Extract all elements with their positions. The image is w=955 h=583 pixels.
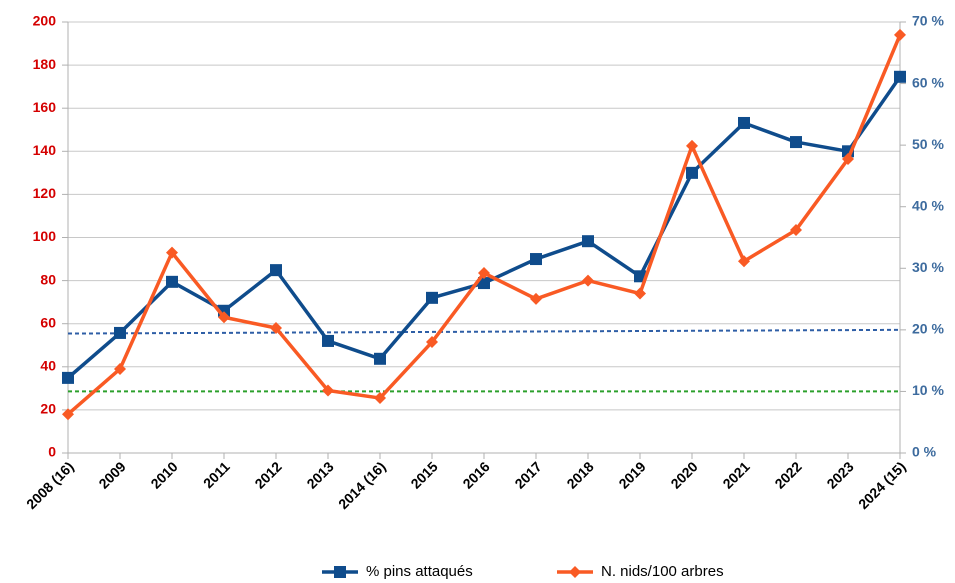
- x-tick-label: 2019: [615, 458, 648, 491]
- x-tick-label: 2024 (15): [855, 458, 909, 512]
- series-line: [66, 34, 902, 416]
- y-tick-label: 0: [48, 444, 56, 460]
- y2-tick-label: 0 %: [912, 444, 937, 460]
- y-tick-label: 20: [40, 401, 56, 417]
- y2-tick-label: 30 %: [912, 259, 944, 275]
- data-point: [582, 235, 594, 248]
- data-point: [686, 139, 698, 152]
- data-point: [686, 166, 698, 179]
- data-point: [426, 291, 438, 304]
- y-tick-label: 160: [33, 99, 57, 115]
- data-point: [270, 322, 282, 335]
- data-point: [478, 277, 490, 290]
- data-point: [166, 246, 178, 259]
- data-point: [478, 267, 490, 280]
- y-tick-label: 180: [33, 56, 57, 72]
- y2-tick-label: 50 %: [912, 136, 944, 152]
- x-tick-label: 2018: [563, 458, 596, 491]
- reference-line: [67, 328, 901, 335]
- y2-tick-label: 20 %: [912, 321, 944, 337]
- y-tick-label: 80: [40, 271, 56, 287]
- x-tick-label: 2008 (16): [23, 458, 77, 512]
- y2-tick-label: 60 %: [912, 74, 944, 90]
- data-point: [530, 292, 542, 305]
- data-point: [738, 116, 750, 129]
- data-point: [426, 336, 438, 349]
- x-tick-label: 2021: [719, 458, 752, 491]
- x-tick-label: 2015: [407, 458, 440, 491]
- x-tick-label: 2011: [200, 458, 233, 491]
- data-point: [322, 334, 334, 347]
- x-tick-label: 2014 (16): [335, 458, 389, 512]
- legend-label: N. nids/100 arbres: [601, 563, 724, 580]
- data-point: [790, 223, 802, 236]
- data-point: [894, 70, 906, 83]
- data-point: [842, 153, 854, 166]
- data-point: [218, 311, 230, 324]
- series-line: [66, 75, 902, 380]
- data-point: [790, 136, 802, 149]
- data-point: [374, 352, 386, 365]
- y2-tick-label: 40 %: [912, 197, 944, 213]
- data-point: [530, 253, 542, 266]
- x-tick-label: 2012: [251, 458, 284, 491]
- data-point: [738, 255, 750, 268]
- data-point: [582, 274, 594, 287]
- x-tick-label: 2009: [95, 458, 128, 491]
- x-tick-label: 2022: [771, 458, 804, 491]
- y-tick-label: 200: [33, 13, 57, 29]
- data-point: [114, 362, 126, 375]
- data-point: [634, 287, 646, 300]
- data-point: [894, 28, 906, 41]
- data-point: [62, 408, 74, 421]
- data-point: [114, 326, 126, 339]
- y-tick-label: 60: [40, 314, 56, 330]
- legend-swatch: [569, 566, 581, 578]
- data-point: [374, 392, 386, 405]
- x-tick-label: 2020: [667, 458, 700, 491]
- y-tick-label: 120: [33, 185, 57, 201]
- y2-tick-label: 70 %: [912, 13, 944, 29]
- data-point: [634, 270, 646, 283]
- data-point: [62, 371, 74, 384]
- data-point: [270, 264, 282, 277]
- y-tick-label: 40: [40, 358, 56, 374]
- x-tick-label: 2010: [147, 458, 180, 491]
- legend-swatch: [334, 566, 346, 578]
- y-tick-label: 140: [33, 142, 57, 158]
- y2-tick-label: 10 %: [912, 382, 944, 398]
- y-tick-label: 100: [33, 228, 57, 244]
- x-tick-label: 2013: [303, 458, 336, 491]
- x-tick-label: 2023: [823, 458, 856, 491]
- data-point: [166, 275, 178, 288]
- x-tick-label: 2017: [511, 458, 544, 491]
- legend-label: % pins attaqués: [366, 563, 473, 580]
- x-tick-label: 2016: [459, 458, 492, 491]
- data-point: [322, 384, 334, 397]
